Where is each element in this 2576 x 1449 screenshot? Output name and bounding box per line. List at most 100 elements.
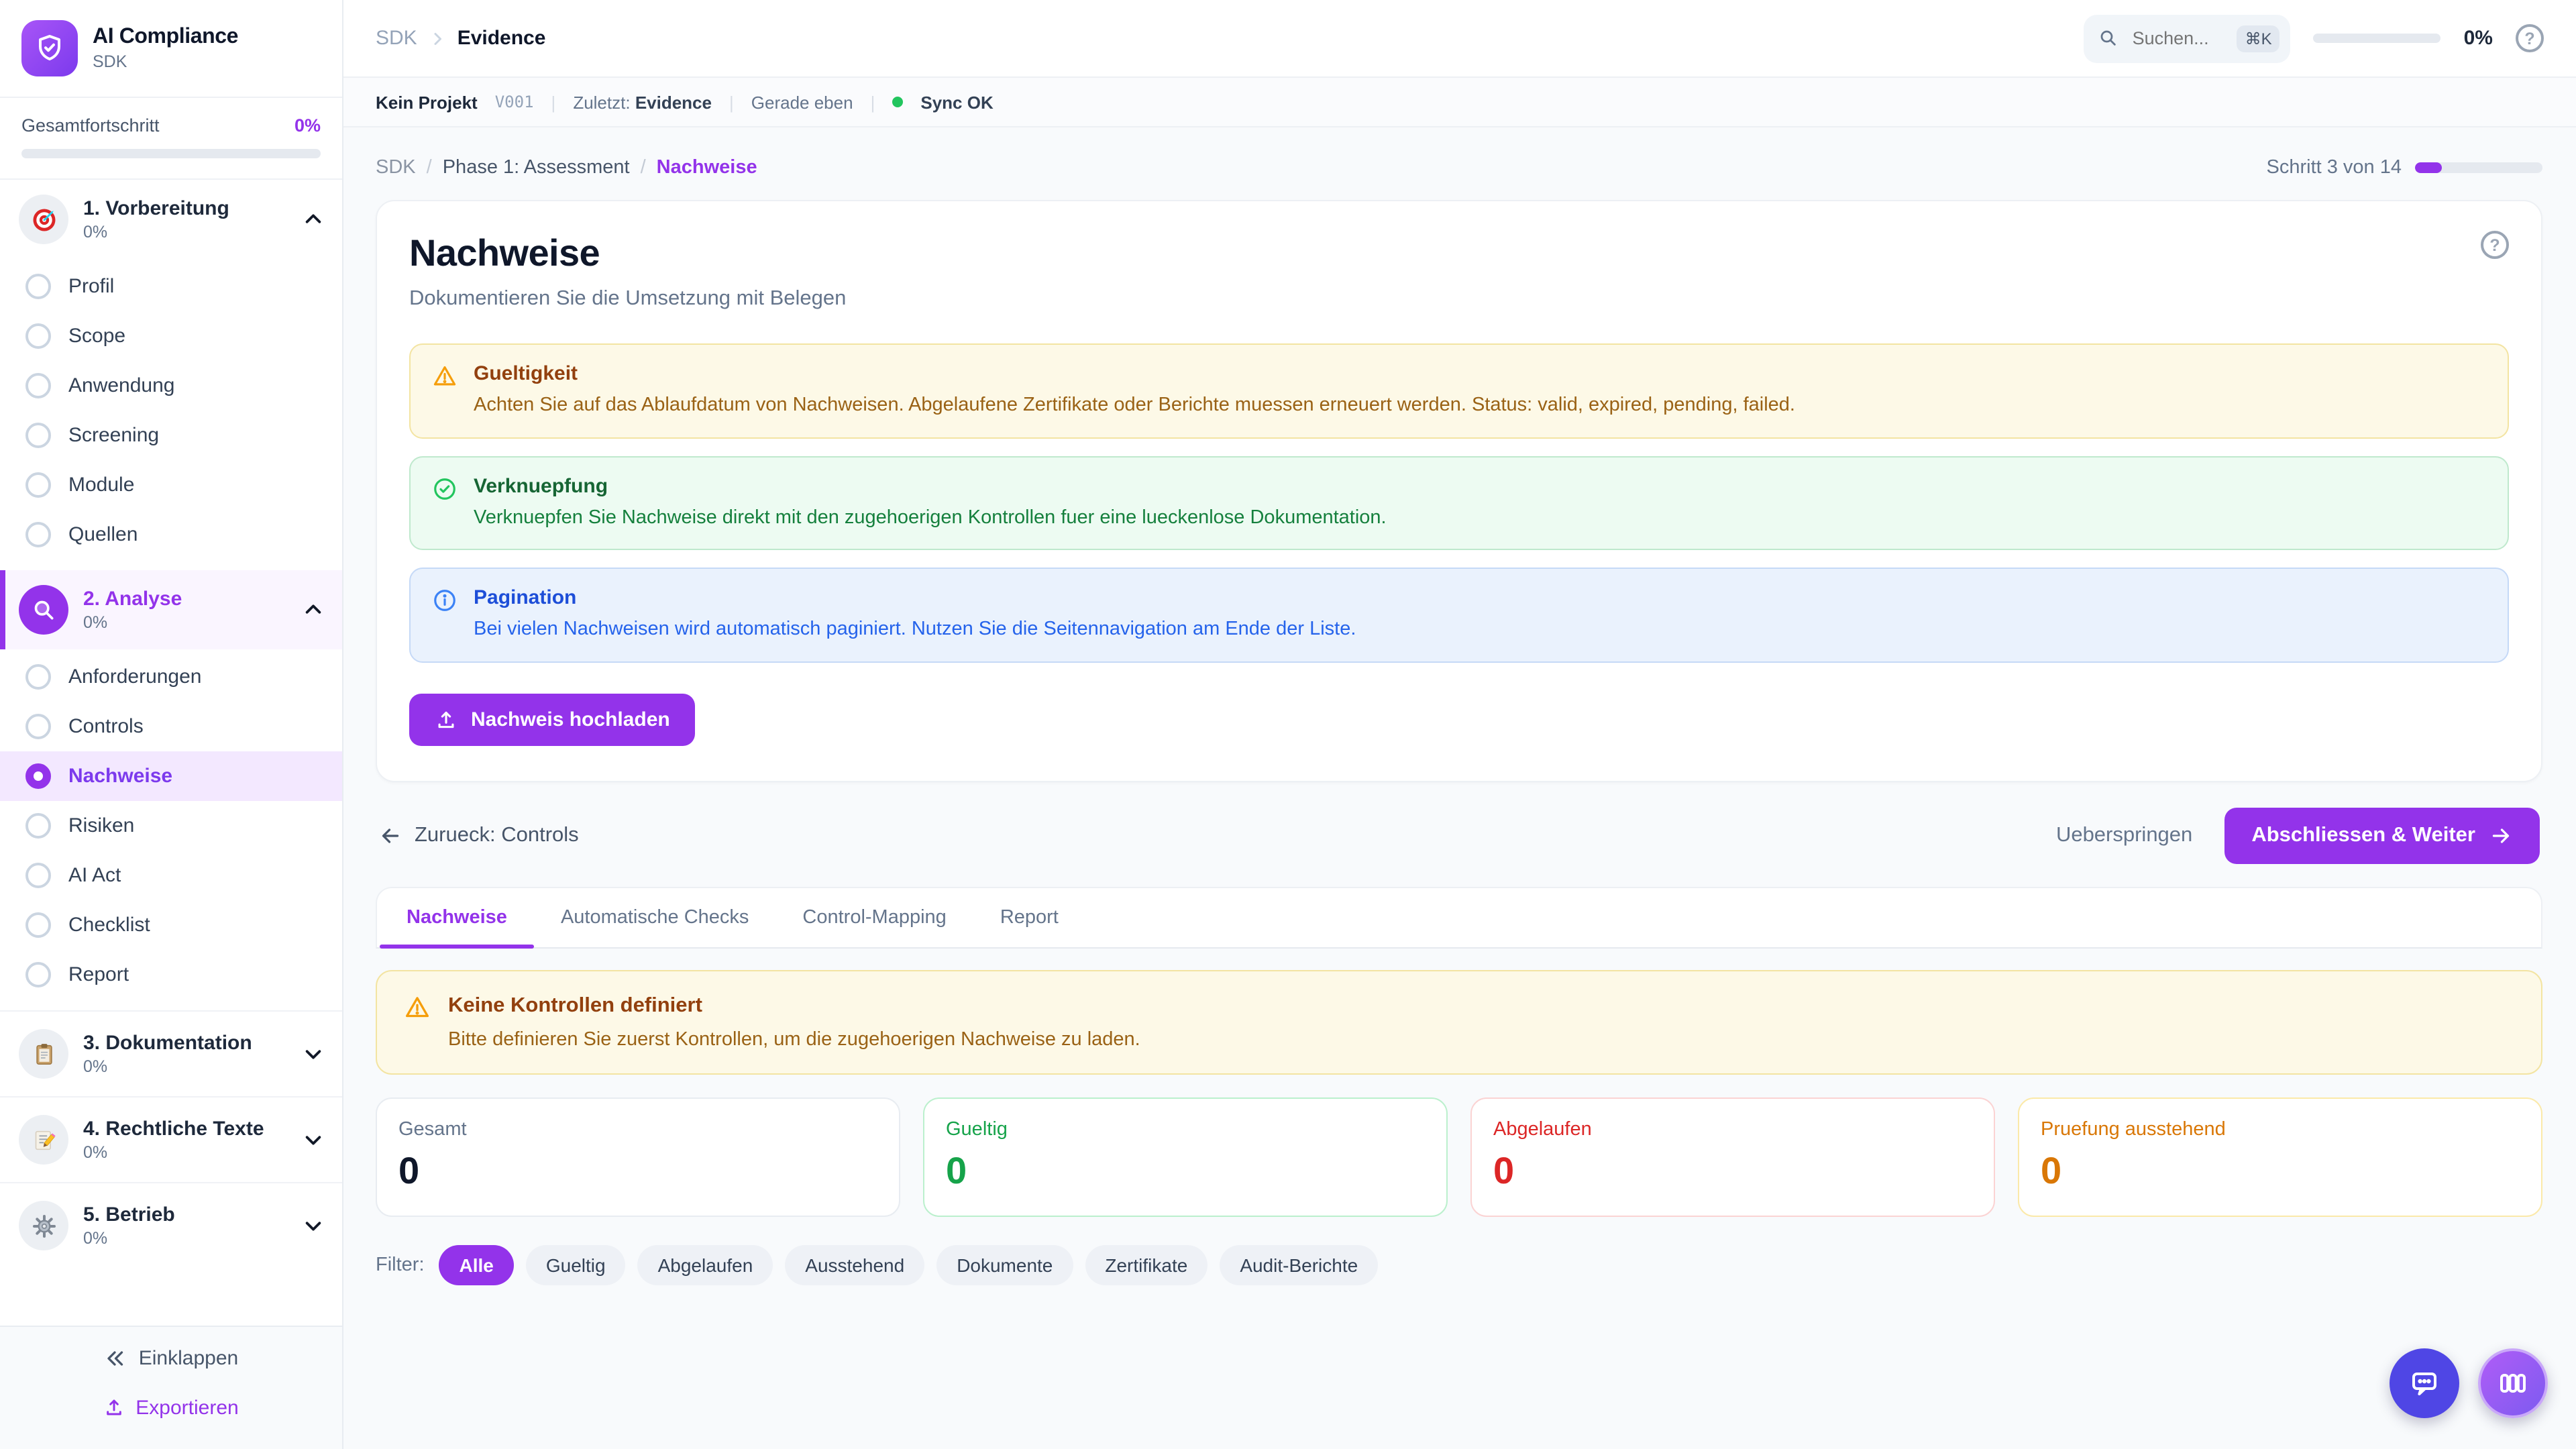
page-breadcrumb: SDK / Phase 1: Assessment / Nachweise	[376, 157, 757, 178]
callout-body: Achten Sie auf das Ablaufdatum von Nachw…	[474, 394, 1795, 416]
stat-value: 0	[398, 1149, 420, 1191]
collapse-sidebar-button[interactable]: Einklappen	[104, 1346, 238, 1369]
sidebar-item-screening[interactable]: Screening	[0, 411, 342, 460]
tab-control-mapping[interactable]: Control-Mapping	[802, 906, 947, 928]
last-saved-time: Gerade eben	[751, 92, 853, 112]
sidebar-item-label: Nachweise	[68, 765, 173, 788]
section-percent: 0%	[83, 223, 108, 241]
filter-chip-dokumente[interactable]: Dokumente	[936, 1244, 1073, 1285]
warning-title: Keine Kontrollen definiert	[448, 994, 702, 1017]
filter-chip-zertifikate[interactable]: Zertifikate	[1085, 1244, 1208, 1285]
sidebar-item-controls[interactable]: Controls	[0, 702, 342, 751]
overall-progress-bar	[21, 149, 321, 158]
wizard-nav-row: Zurueck: Controls Ueberspringen Abschlie…	[378, 807, 2540, 864]
sidebar-section-rechtliche-texte: 4. Rechtliche Texte 0%	[0, 1096, 342, 1182]
sidebar-section-dokumentation: 3. Dokumentation 0%	[0, 1010, 342, 1096]
upload-evidence-button[interactable]: Nachweis hochladen	[409, 693, 696, 746]
breadcrumb-separator: /	[640, 157, 646, 178]
section-title: 1. Vorbereitung	[83, 197, 229, 220]
sidebar-item-profil[interactable]: Profil	[0, 262, 342, 311]
page-content: SDK / Phase 1: Assessment / Nachweise Sc…	[343, 127, 2576, 1449]
sidebar-nav: 1. Vorbereitung 0% Profil Scope Anwendun…	[0, 180, 342, 1325]
tab-automatische-checks[interactable]: Automatische Checks	[560, 906, 749, 928]
breadcrumb-root-link[interactable]: SDK	[376, 27, 417, 50]
version-badge: V001	[494, 93, 534, 111]
breadcrumb-current: Evidence	[457, 27, 546, 50]
callout-title: Gueltigkeit	[474, 362, 578, 385]
clipboard-icon	[19, 1029, 68, 1079]
radio-icon	[25, 863, 51, 888]
callout-pagination: Pagination Bei vielen Nachweisen wird au…	[409, 568, 2509, 663]
double-chevron-left-icon	[108, 1350, 123, 1365]
sidebar-item-label: Profil	[68, 275, 115, 298]
callout-title: Verknuepfung	[474, 474, 608, 498]
sidebar-item-scope[interactable]: Scope	[0, 311, 342, 361]
sidebar-item-risiken[interactable]: Risiken	[0, 801, 342, 851]
sidebar-section-betrieb-header[interactable]: 5. Betrieb 0%	[0, 1182, 342, 1268]
sidebar-section-rechtliche-texte-header[interactable]: 4. Rechtliche Texte 0%	[0, 1096, 342, 1182]
sidebar-item-label: Report	[68, 963, 129, 986]
sidebar-item-report[interactable]: Report	[0, 950, 342, 1000]
floating-actions	[2390, 1348, 2548, 1418]
radio-icon	[25, 912, 51, 938]
export-button[interactable]: Exportieren	[103, 1396, 239, 1419]
radio-icon	[25, 323, 51, 349]
section-percent: 0%	[83, 1229, 108, 1248]
radio-icon	[25, 373, 51, 398]
sidebar-item-label: AI Act	[68, 864, 121, 887]
panels-fab-button[interactable]	[2478, 1348, 2548, 1418]
filter-chip-abgelaufen[interactable]: Abgelaufen	[637, 1244, 773, 1285]
sidebar-item-nachweise[interactable]: Nachweise	[0, 751, 342, 801]
keyboard-shortcut-badge: ⌘K	[2237, 25, 2280, 52]
search-input-container[interactable]: ⌘K	[2084, 14, 2291, 62]
app-subtitle: SDK	[93, 52, 127, 71]
sidebar-item-label: Controls	[68, 715, 144, 738]
arrow-left-icon	[382, 828, 399, 843]
sidebar-item-anwendung[interactable]: Anwendung	[0, 361, 342, 411]
step-label: Schritt 3 von 14	[2266, 157, 2402, 178]
topbar-progress-value: 0%	[2463, 27, 2493, 50]
callout-body: Bei vielen Nachweisen wird automatisch p…	[474, 619, 1356, 641]
sidebar-item-ai-act[interactable]: AI Act	[0, 851, 342, 900]
check-circle-icon	[434, 478, 455, 499]
breadcrumb-phase-link[interactable]: Phase 1: Assessment	[442, 157, 630, 178]
radio-icon	[25, 423, 51, 448]
sidebar-item-label: Module	[68, 474, 135, 496]
chat-fab-button[interactable]	[2390, 1348, 2459, 1418]
tab-report[interactable]: Report	[1000, 906, 1059, 928]
filter-chip-audit-berichte[interactable]: Audit-Berichte	[1220, 1244, 1379, 1285]
sidebar-item-quellen[interactable]: Quellen	[0, 510, 342, 559]
sidebar-section-vorbereitung-header[interactable]: 1. Vorbereitung 0%	[0, 180, 342, 259]
back-link[interactable]: Zurueck: Controls	[378, 823, 579, 847]
sidebar-item-checklist[interactable]: Checklist	[0, 900, 342, 950]
sidebar-item-anforderungen[interactable]: Anforderungen	[0, 652, 342, 702]
filter-chip-ausstehend[interactable]: Ausstehend	[785, 1244, 925, 1285]
sidebar-section-analyse-header[interactable]: 2. Analyse 0%	[0, 570, 342, 649]
search-input[interactable]	[2129, 27, 2226, 50]
section-percent: 0%	[83, 613, 108, 632]
topbar-breadcrumb: SDK Evidence	[376, 27, 545, 50]
tab-nachweise[interactable]: Nachweise	[380, 888, 534, 949]
card-help-icon[interactable]: ?	[2481, 231, 2509, 259]
filter-chip-gueltig[interactable]: Gueltig	[525, 1244, 626, 1285]
skip-button[interactable]: Ueberspringen	[2055, 823, 2193, 847]
sidebar-item-module[interactable]: Module	[0, 460, 342, 510]
sidebar-header: AI Compliance SDK	[0, 0, 342, 98]
complete-next-button[interactable]: Abschliessen & Weiter	[2224, 807, 2540, 864]
chevron-down-icon	[303, 1216, 323, 1236]
sidebar-section-dokumentation-header[interactable]: 3. Dokumentation 0%	[0, 1010, 342, 1096]
help-icon[interactable]: ?	[2516, 24, 2544, 52]
sidebar-item-label: Anforderungen	[68, 665, 202, 688]
warning-triangle-icon	[433, 366, 456, 386]
filter-chip-alle[interactable]: Alle	[439, 1244, 514, 1285]
breadcrumb-current-page: Nachweise	[656, 157, 757, 178]
breadcrumb-sdk-link[interactable]: SDK	[376, 157, 416, 178]
section-percent: 0%	[83, 1057, 108, 1076]
last-step-value: Evidence	[635, 92, 712, 112]
stat-label: Gueltig	[946, 1118, 1008, 1140]
sidebar-item-label: Anwendung	[68, 374, 175, 397]
radio-icon	[25, 472, 51, 498]
no-controls-warning: Keine Kontrollen definiert Bitte definie…	[376, 969, 2542, 1075]
stat-card-gueltig: Gueltig 0	[923, 1097, 1448, 1217]
